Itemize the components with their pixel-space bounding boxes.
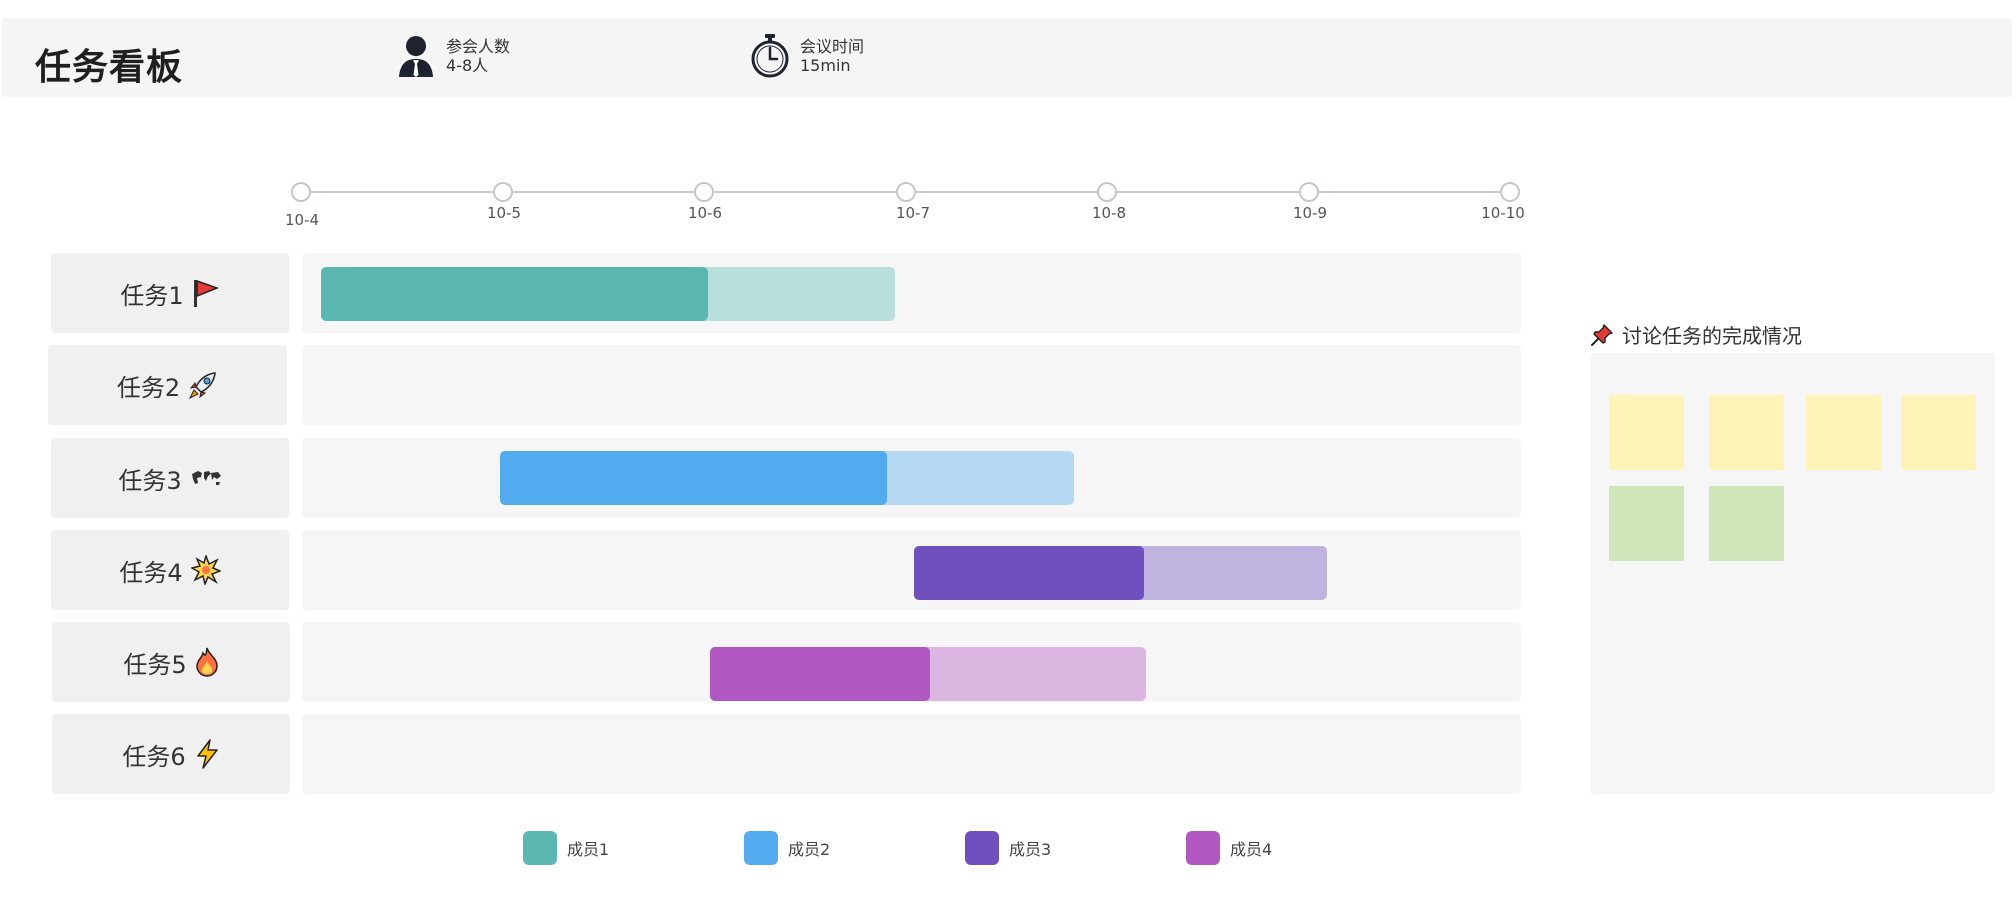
timeline-node — [291, 182, 311, 202]
stopwatch-icon — [750, 32, 790, 80]
task-lane-4 — [302, 530, 1521, 610]
task-name: 任务6 — [122, 742, 186, 771]
bar-progress[interactable] — [500, 451, 887, 505]
legend-label: 成员2 — [788, 840, 831, 859]
sticky-note[interactable] — [1609, 486, 1684, 561]
timeline-date: 10-10 — [1481, 204, 1525, 222]
task-lane-3 — [302, 438, 1521, 518]
bar-progress[interactable] — [914, 546, 1144, 600]
timeline-node — [1500, 182, 1520, 202]
legend-item-member-1: 成员1 — [523, 831, 609, 865]
page-title: 任务看板 — [35, 47, 184, 88]
meeting-time-text: 会议时间 15min — [800, 37, 864, 75]
red-flag-icon — [192, 278, 220, 308]
timeline-node — [1299, 182, 1319, 202]
sticky-note[interactable] — [1709, 395, 1784, 470]
timeline-date: 10-4 — [284, 211, 320, 229]
task-label-5[interactable]: 任务5 — [52, 622, 290, 702]
timeline-date: 10-6 — [687, 204, 723, 222]
task-name: 任务3 — [118, 466, 182, 495]
task-name: 任务1 — [120, 281, 184, 310]
timeline-date: 10-9 — [1292, 204, 1328, 222]
legend-swatch — [523, 831, 557, 865]
sticky-note[interactable] — [1901, 395, 1976, 470]
header-bar: 任务看板 参会人数 4-8人 会议时间 15min — [2, 18, 2012, 97]
task-name: 任务4 — [119, 558, 183, 587]
participants-info: 参会人数 4-8人 — [396, 32, 510, 80]
task-lane-1 — [302, 253, 1521, 333]
task-lane-2 — [302, 345, 1521, 425]
legend-swatch — [1186, 831, 1220, 865]
sticky-note[interactable] — [1806, 395, 1881, 470]
timeline-date: 10-7 — [895, 204, 931, 222]
fire-icon — [195, 647, 219, 677]
task-name: 任务2 — [116, 373, 181, 402]
discussion-board — [1590, 353, 1995, 794]
timeline-date: 10-5 — [486, 204, 522, 222]
timeline-node — [896, 182, 916, 202]
legend-item-member-4: 成员4 — [1186, 831, 1272, 865]
task-label-4[interactable]: 任务4 — [51, 530, 289, 610]
discussion-title-text: 讨论任务的完成情况 — [1622, 324, 1802, 348]
task-label-1[interactable]: 任务1 — [51, 253, 289, 333]
legend-label: 成员3 — [1009, 840, 1052, 859]
sticky-note[interactable] — [1709, 486, 1784, 561]
task-lane-6 — [302, 714, 1521, 794]
discussion-title: 讨论任务的完成情况 — [1590, 320, 1802, 349]
participants-text: 参会人数 4-8人 — [446, 37, 510, 75]
sticky-note[interactable] — [1609, 395, 1684, 470]
meeting-time-info: 会议时间 15min — [750, 32, 864, 80]
task-lane-5 — [302, 622, 1521, 702]
pushpin-icon — [1590, 323, 1614, 347]
meeting-time-value: 15min — [800, 56, 851, 75]
timeline-node — [694, 182, 714, 202]
legend-item-member-3: 成员3 — [965, 831, 1051, 865]
rocket-icon — [188, 370, 218, 400]
person-icon — [396, 32, 436, 80]
task-label-2[interactable]: 任务2 — [48, 345, 287, 425]
timeline-node — [1097, 182, 1117, 202]
timeline-date: 10-8 — [1091, 204, 1127, 222]
participants-value: 4-8人 — [446, 56, 489, 75]
world-map-icon — [190, 468, 222, 488]
timeline-node — [493, 182, 513, 202]
task-name: 任务5 — [123, 650, 187, 679]
legend-label: 成员4 — [1230, 840, 1273, 859]
legend-swatch — [965, 831, 999, 865]
bar-progress[interactable] — [321, 267, 708, 321]
task-label-6[interactable]: 任务6 — [52, 714, 290, 794]
meeting-time-label: 会议时间 — [800, 37, 865, 56]
explosion-icon — [190, 555, 221, 585]
task-label-3[interactable]: 任务3 — [51, 438, 289, 518]
lightning-icon — [194, 739, 220, 769]
legend-label: 成员1 — [567, 840, 610, 859]
participants-label: 参会人数 — [446, 37, 511, 56]
legend-swatch — [744, 831, 778, 865]
legend-item-member-2: 成员2 — [744, 831, 830, 865]
bar-progress[interactable] — [710, 647, 930, 701]
